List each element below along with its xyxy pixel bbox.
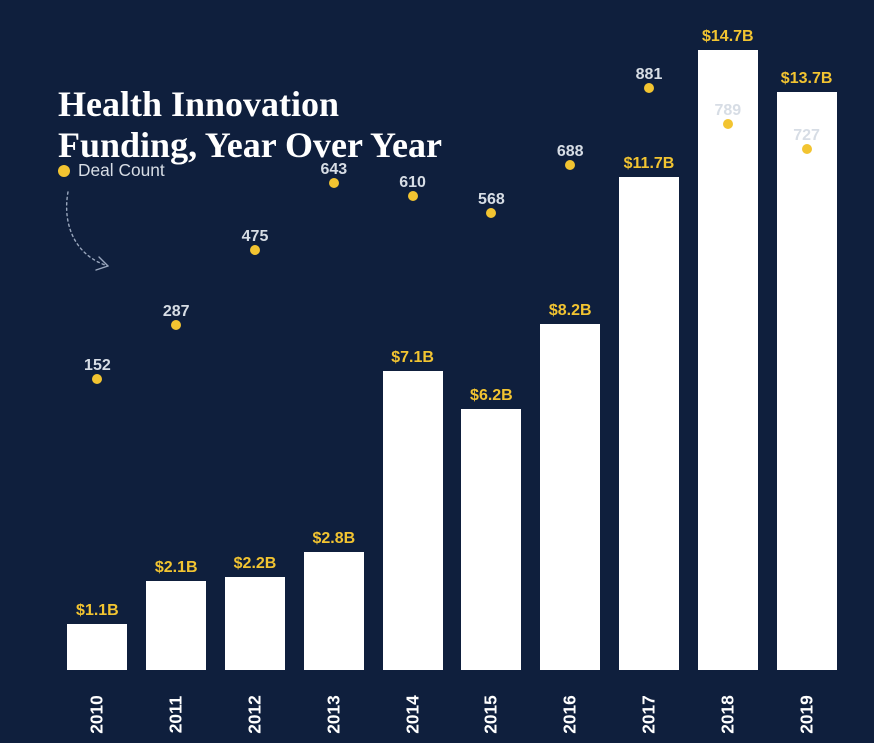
- x-axis-tick-label: 2011: [166, 696, 187, 734]
- deal-count-dot: [329, 178, 339, 188]
- x-axis-tick-label: 2013: [323, 695, 344, 734]
- deal-count-dot: [250, 245, 260, 255]
- deal-count-label: 688: [557, 143, 584, 161]
- bar-value-label: $11.7B: [624, 155, 675, 173]
- legend-label: Deal Count: [78, 160, 165, 181]
- bar: [67, 624, 127, 670]
- x-axis-tick-label: 2019: [796, 695, 817, 734]
- bar: [777, 92, 837, 670]
- deal-count-label: 789: [714, 102, 741, 120]
- legend: Deal Count: [58, 160, 165, 181]
- deal-count-label: 610: [399, 174, 426, 192]
- bar-value-label: $2.1B: [155, 559, 198, 577]
- legend-dot-icon: [58, 165, 70, 177]
- deal-count-label: 881: [636, 66, 663, 84]
- bar: [698, 50, 758, 670]
- bar: [225, 577, 285, 670]
- deal-count-dot: [802, 144, 812, 154]
- x-axis-tick-label: 2016: [560, 695, 581, 734]
- bar: [383, 371, 443, 670]
- bar-value-label: $6.2B: [470, 387, 513, 405]
- bar-value-label: $7.1B: [391, 349, 434, 367]
- x-axis-tick-label: 2014: [402, 695, 423, 734]
- bar-value-label: $2.2B: [234, 555, 277, 573]
- bar: [146, 581, 206, 670]
- deal-count-label: 643: [320, 161, 347, 179]
- deal-count-dot: [644, 83, 654, 93]
- curved-arrow-icon: [58, 186, 128, 281]
- x-axis-tick-label: 2015: [481, 695, 502, 734]
- deal-count-dot: [565, 160, 575, 170]
- bar: [461, 409, 521, 670]
- x-axis-tick-label: 2010: [87, 695, 108, 734]
- deal-count-dot: [171, 320, 181, 330]
- bar-value-label: $13.7B: [781, 70, 833, 88]
- deal-count-label: 727: [793, 127, 820, 145]
- bar-value-label: $2.8B: [312, 530, 355, 548]
- deal-count-dot: [92, 374, 102, 384]
- bar: [619, 177, 679, 670]
- deal-count-label: 475: [242, 228, 269, 246]
- bar-value-label: $14.7B: [702, 28, 754, 46]
- x-axis-tick-label: 2012: [245, 695, 266, 734]
- bar: [304, 552, 364, 670]
- bar-value-label: $8.2B: [549, 302, 592, 320]
- deal-count-dot: [408, 191, 418, 201]
- x-axis-tick-label: 2018: [717, 695, 738, 734]
- chart-title: Health Innovation Funding, Year Over Yea…: [58, 84, 442, 167]
- x-axis-tick-label: 2017: [639, 695, 660, 734]
- deal-count-label: 287: [163, 303, 190, 321]
- bar: [540, 324, 600, 670]
- deal-count-label: 568: [478, 191, 505, 209]
- chart-canvas: Health Innovation Funding, Year Over Yea…: [0, 0, 874, 743]
- bar-value-label: $1.1B: [76, 602, 119, 620]
- deal-count-label: 152: [84, 357, 111, 375]
- deal-count-dot: [486, 208, 496, 218]
- deal-count-dot: [723, 119, 733, 129]
